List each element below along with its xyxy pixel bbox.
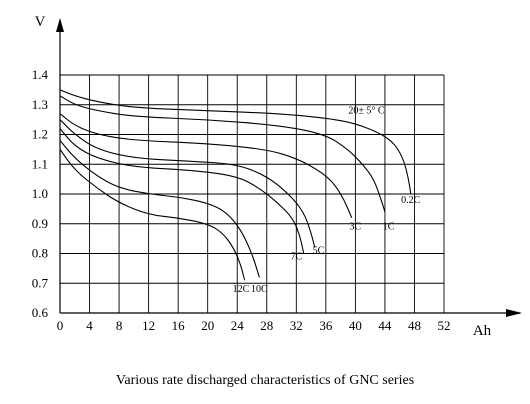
x-axis-arrow <box>506 309 522 317</box>
y-tick-label: 1.2 <box>32 127 48 142</box>
y-tick-label: 1.3 <box>32 97 48 112</box>
x-tick-label: 0 <box>57 318 64 333</box>
y-tick-label: 1.4 <box>32 67 49 82</box>
y-tick-label: 1.1 <box>32 156 48 171</box>
y-tick-label: 1.0 <box>32 186 48 201</box>
series-line-5C <box>59 119 316 248</box>
series-label-0-2C: 0.2C <box>401 195 421 206</box>
series-label-12C: 12C <box>233 284 250 295</box>
y-tick-label: 0.7 <box>32 275 49 290</box>
y-axis-title: V <box>35 14 46 30</box>
x-tick-label: 16 <box>172 318 186 333</box>
x-tick-label: 4 <box>86 318 93 333</box>
x-tick-label: 44 <box>378 318 392 333</box>
y-tick-label: 0.6 <box>32 305 49 320</box>
series-label-10C: 10C <box>251 284 268 295</box>
series-line-12C <box>59 149 246 281</box>
x-tick-label: 52 <box>438 318 451 333</box>
x-tick-label: 12 <box>142 318 155 333</box>
grid <box>59 74 445 314</box>
x-tick-label: 8 <box>116 318 123 333</box>
temperature-annotation: 20± 5° C <box>348 106 384 117</box>
series-label-3C: 3C <box>350 222 362 233</box>
series-label-1C: 1C <box>383 222 395 233</box>
series-line-10C <box>59 140 260 278</box>
series-line-1C <box>59 95 386 213</box>
x-tick-label: 40 <box>349 318 362 333</box>
chart-caption: Various rate discharged characteristics … <box>115 373 415 388</box>
series-line-3C <box>59 113 353 219</box>
x-tick-label: 24 <box>231 318 245 333</box>
x-tick-label: 36 <box>319 318 333 333</box>
x-axis-title: Ah <box>473 323 492 339</box>
x-tick-label: 20 <box>201 318 214 333</box>
y-tick-label: 0.8 <box>32 246 48 261</box>
x-tick-label: 28 <box>260 318 273 333</box>
x-tick-label: 48 <box>408 318 421 333</box>
series-label-5C: 5C <box>313 246 325 257</box>
y-tick-label: 0.9 <box>32 216 48 231</box>
series-line-0-2C <box>59 89 412 195</box>
series-line-7C <box>59 128 305 254</box>
x-tick-label: 32 <box>290 318 303 333</box>
series-label-7C: 7C <box>290 251 302 262</box>
series-group <box>59 89 412 281</box>
y-axis-arrow <box>56 18 64 32</box>
